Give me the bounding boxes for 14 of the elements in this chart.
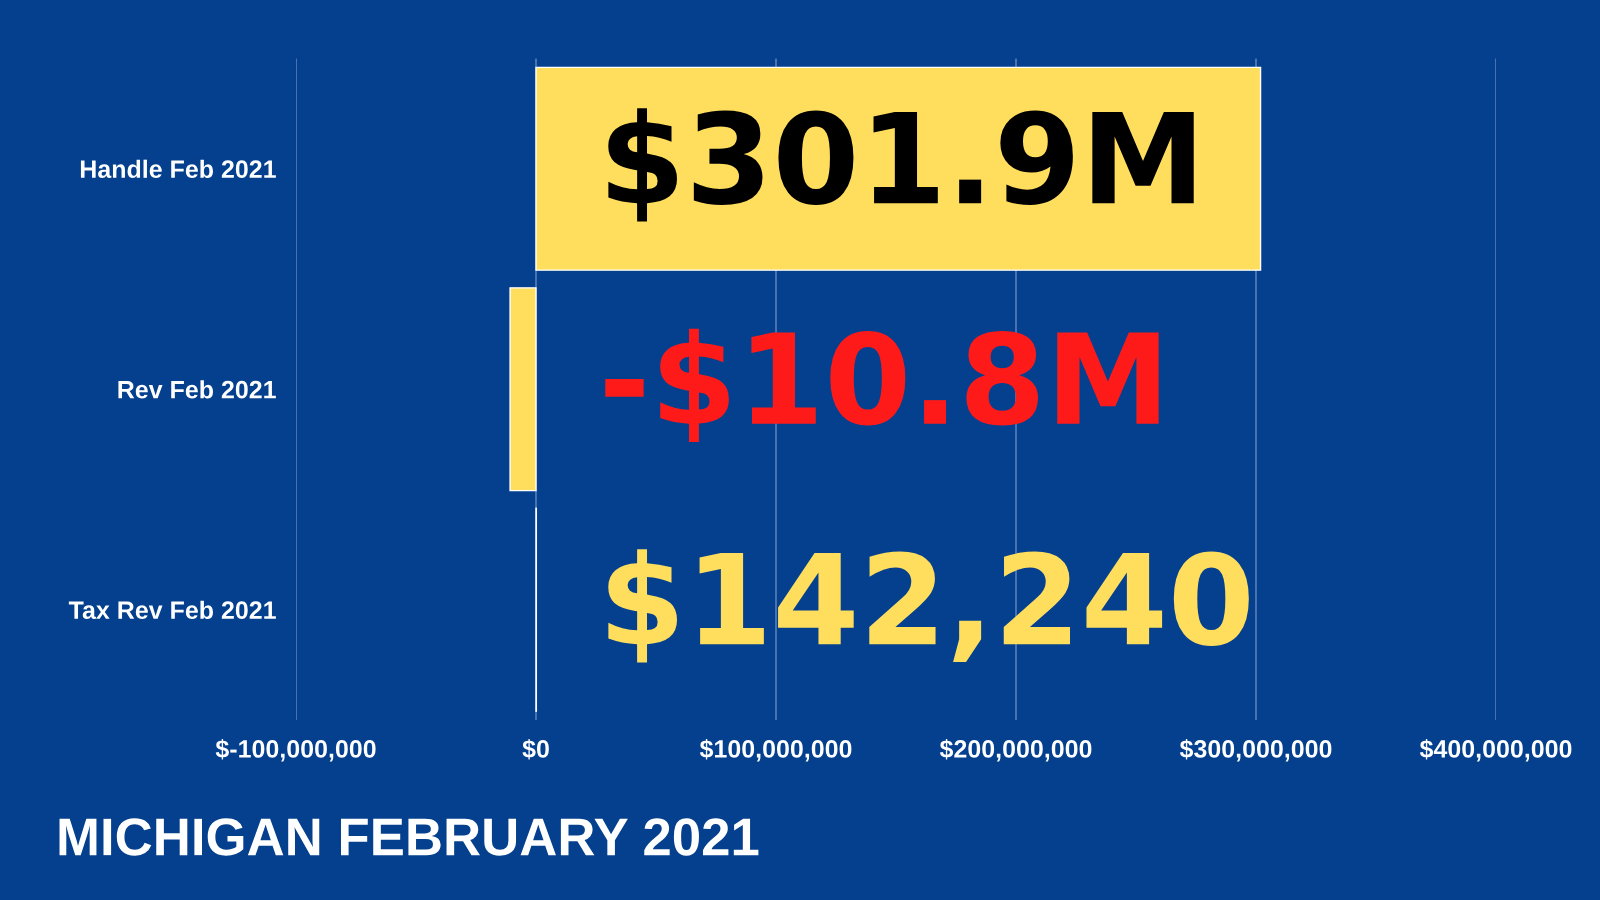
y-tick-label: Handle Feb 2021 [80,159,276,179]
bar [509,287,537,492]
data-label: -$10.8M [605,328,1159,443]
x-tick-label: $400,000,000 [1419,739,1572,762]
data-label: $301.9M [608,108,1194,222]
y-tick-label: Tax Rev Feb 2021 [68,600,276,620]
y-tick-label: Rev Feb 2021 [118,380,276,399]
x-tick-label: $200,000,000 [939,739,1092,762]
text: MICHIGAN FEBRUARY 2021 [59,818,759,856]
x-tick-label: $0 [522,739,549,760]
data-label: $142,240 [608,549,1249,663]
x-tick-label: $100,000,000 [699,739,852,762]
x-tick-label: $300,000,000 [1179,739,1332,762]
x-tick-label: $-100,000,000 [215,739,376,762]
